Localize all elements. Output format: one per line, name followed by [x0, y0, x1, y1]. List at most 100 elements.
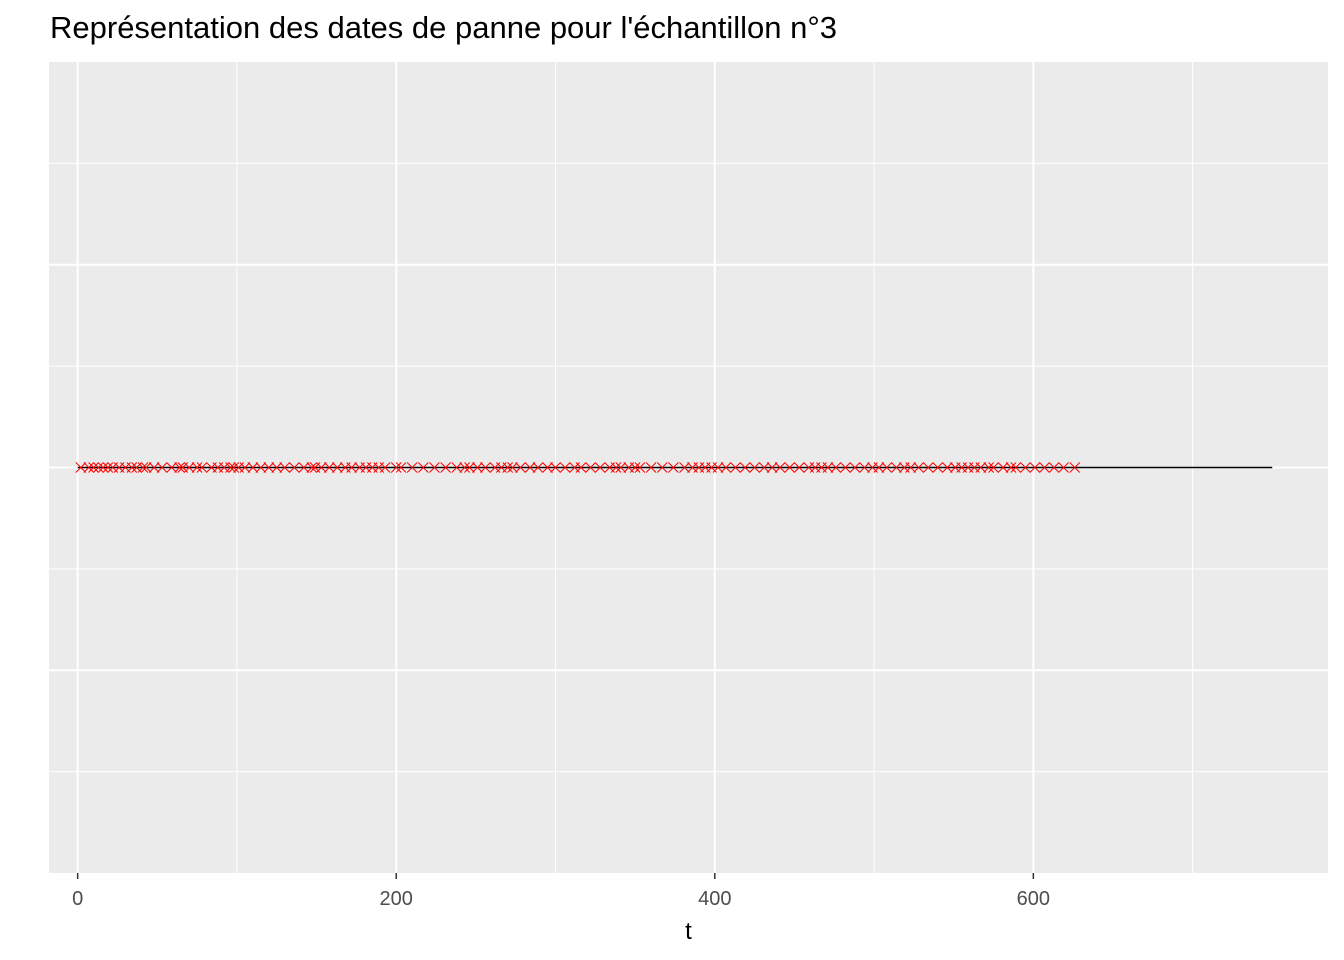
- failure-point: [459, 462, 471, 473]
- failure-point-stroke: [247, 462, 259, 473]
- failure-point-stroke: [793, 462, 805, 473]
- failure-point: [1010, 462, 1022, 473]
- failure-point: [417, 462, 429, 473]
- failure-point-stroke: [464, 462, 475, 473]
- failure-point: [515, 462, 526, 473]
- failure-point-stroke: [316, 462, 327, 473]
- failure-point-stroke: [822, 462, 834, 473]
- failure-point: [784, 462, 795, 473]
- failure-point: [822, 462, 834, 473]
- failure-point: [279, 462, 291, 473]
- failure-point-stroke: [472, 462, 483, 473]
- failure-point-stroke: [406, 462, 418, 473]
- x-tick-label: 200: [380, 888, 413, 910]
- failure-point-stroke: [331, 462, 343, 473]
- failure-point: [749, 462, 760, 473]
- x-axis-title: t: [685, 918, 692, 945]
- failure-point-stroke: [183, 462, 195, 473]
- failure-point: [720, 462, 732, 473]
- failure-point: [379, 462, 391, 473]
- failure-point: [656, 462, 668, 473]
- failure-point: [905, 462, 917, 473]
- failure-point: [524, 462, 536, 473]
- failure-point: [323, 462, 335, 473]
- failure-point: [288, 462, 300, 473]
- failure-point-stroke: [712, 462, 724, 473]
- failure-point-stroke: [228, 462, 240, 473]
- failure-point-stroke: [997, 462, 1009, 473]
- failure-point-stroke: [913, 462, 925, 473]
- failure-point-stroke: [451, 462, 463, 473]
- failure-point: [148, 462, 160, 473]
- x-axis-labels: 0 200 400 600: [72, 888, 1050, 910]
- failure-point-stroke: [97, 462, 109, 473]
- failure-point-stroke: [766, 462, 778, 473]
- failure-point: [668, 462, 679, 473]
- failure-point-stroke: [515, 462, 526, 473]
- failure-point-stroke: [840, 462, 851, 473]
- failure-point-stroke: [941, 462, 953, 473]
- failure-point-stroke: [346, 462, 357, 473]
- failure-point-stroke: [585, 462, 596, 473]
- failure-point: [429, 462, 440, 473]
- failure-point-stroke: [905, 462, 917, 473]
- failure-point-stroke: [975, 462, 987, 473]
- failure-point-stroke: [440, 462, 451, 473]
- failure-point: [873, 462, 885, 473]
- failure-point-stroke: [1005, 462, 1017, 473]
- failure-point-stroke: [1029, 462, 1041, 473]
- failure-point-stroke: [88, 462, 99, 473]
- failure-point-stroke: [739, 462, 751, 473]
- failure-point: [140, 462, 152, 473]
- failure-point-stroke: [983, 462, 995, 473]
- failure-point: [306, 462, 318, 473]
- failure-point-stroke: [849, 462, 861, 473]
- failure-point: [93, 462, 104, 473]
- failure-point-stroke: [610, 462, 622, 473]
- failure-point-stroke: [137, 462, 149, 473]
- failure-point-stroke: [239, 462, 251, 473]
- failure-point-stroke: [730, 462, 741, 473]
- failure-point-stroke: [83, 462, 95, 473]
- failure-point-stroke: [922, 462, 934, 473]
- failure-point: [739, 462, 751, 473]
- failure-point: [1020, 462, 1031, 473]
- failure-point-stroke: [507, 462, 518, 473]
- failure-point-stroke: [191, 462, 203, 473]
- failure-point: [102, 462, 114, 473]
- failure-point: [1039, 462, 1050, 473]
- x-tick-label: 400: [698, 888, 731, 910]
- failure-point: [507, 462, 518, 473]
- failure-point-stroke: [306, 462, 318, 473]
- failure-point: [615, 462, 627, 473]
- failure-point: [585, 462, 596, 473]
- failure-point: [793, 462, 805, 473]
- failure-point-stroke: [429, 462, 440, 473]
- failure-point-stroke: [656, 462, 668, 473]
- failure-point-stroke: [166, 462, 177, 473]
- failure-point: [758, 462, 770, 473]
- failure-point-stroke: [196, 462, 208, 473]
- failure-point: [88, 462, 99, 473]
- failure-point: [126, 462, 138, 473]
- failure-point: [975, 462, 987, 473]
- failure-point-stroke: [550, 462, 561, 473]
- failure-point-stroke: [881, 462, 893, 473]
- failure-point: [559, 462, 571, 473]
- failure-point-stroke: [891, 462, 902, 473]
- failure-point-stroke: [559, 462, 571, 473]
- failure-point: [480, 462, 491, 473]
- failure-point-stroke: [417, 462, 429, 473]
- failure-point-stroke: [668, 462, 679, 473]
- failure-point: [156, 462, 168, 473]
- failure-point-stroke: [532, 462, 544, 473]
- failure-point: [849, 462, 861, 473]
- failure-point-stroke: [279, 462, 291, 473]
- failure-point: [451, 462, 463, 473]
- chart-title: Représentation des dates de panne pour l…: [50, 10, 837, 45]
- failure-points: [75, 462, 1081, 473]
- failure-point-stroke: [629, 462, 641, 473]
- failure-point-stroke: [75, 462, 87, 473]
- failure-point: [922, 462, 934, 473]
- failure-point: [228, 462, 240, 473]
